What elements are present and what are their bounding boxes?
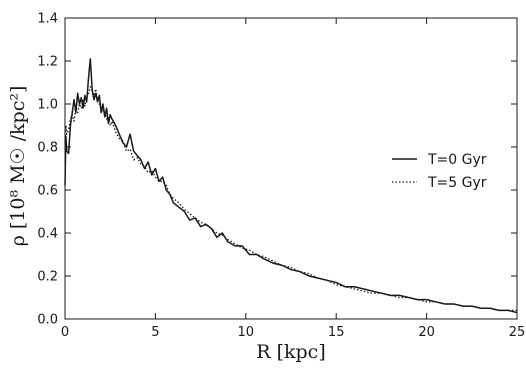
x-tick-label: 5 — [151, 325, 159, 340]
y-axis-label: ρ [10⁸ M☉ /kpc²] — [7, 86, 29, 247]
y-tick-label: 0.0 — [37, 313, 58, 328]
y-tick-label: 1.2 — [37, 55, 58, 70]
y-tick-label: 0.4 — [37, 227, 58, 242]
legend-label-t0: T=0 Gyr — [427, 152, 487, 168]
series-line-t5 — [64, 86, 517, 312]
y-tick-label: 0.2 — [37, 270, 58, 285]
y-tick-label: 1.0 — [37, 98, 58, 113]
x-tick-label: 25 — [509, 325, 526, 340]
x-tick-label: 0 — [61, 325, 69, 340]
x-tick-label: 10 — [238, 325, 255, 340]
x-tick-label: 15 — [328, 325, 345, 340]
legend: T=0 Gyr T=5 Gyr — [392, 152, 487, 191]
x-tick-label: 20 — [418, 325, 435, 340]
y-tick-label: 0.6 — [37, 184, 58, 199]
legend-label-t5: T=5 Gyr — [427, 175, 487, 191]
x-axis-label: R [kpc] — [256, 341, 326, 363]
y-tick-label: 0.8 — [37, 141, 58, 156]
plot-frame — [64, 17, 518, 320]
plot-layer: 0 5 10 15 20 25 0.0 0.2 0.4 0.6 0.8 1.0 1.2 1.4 — [37, 12, 525, 341]
y-tick-label: 1.4 — [37, 12, 58, 27]
